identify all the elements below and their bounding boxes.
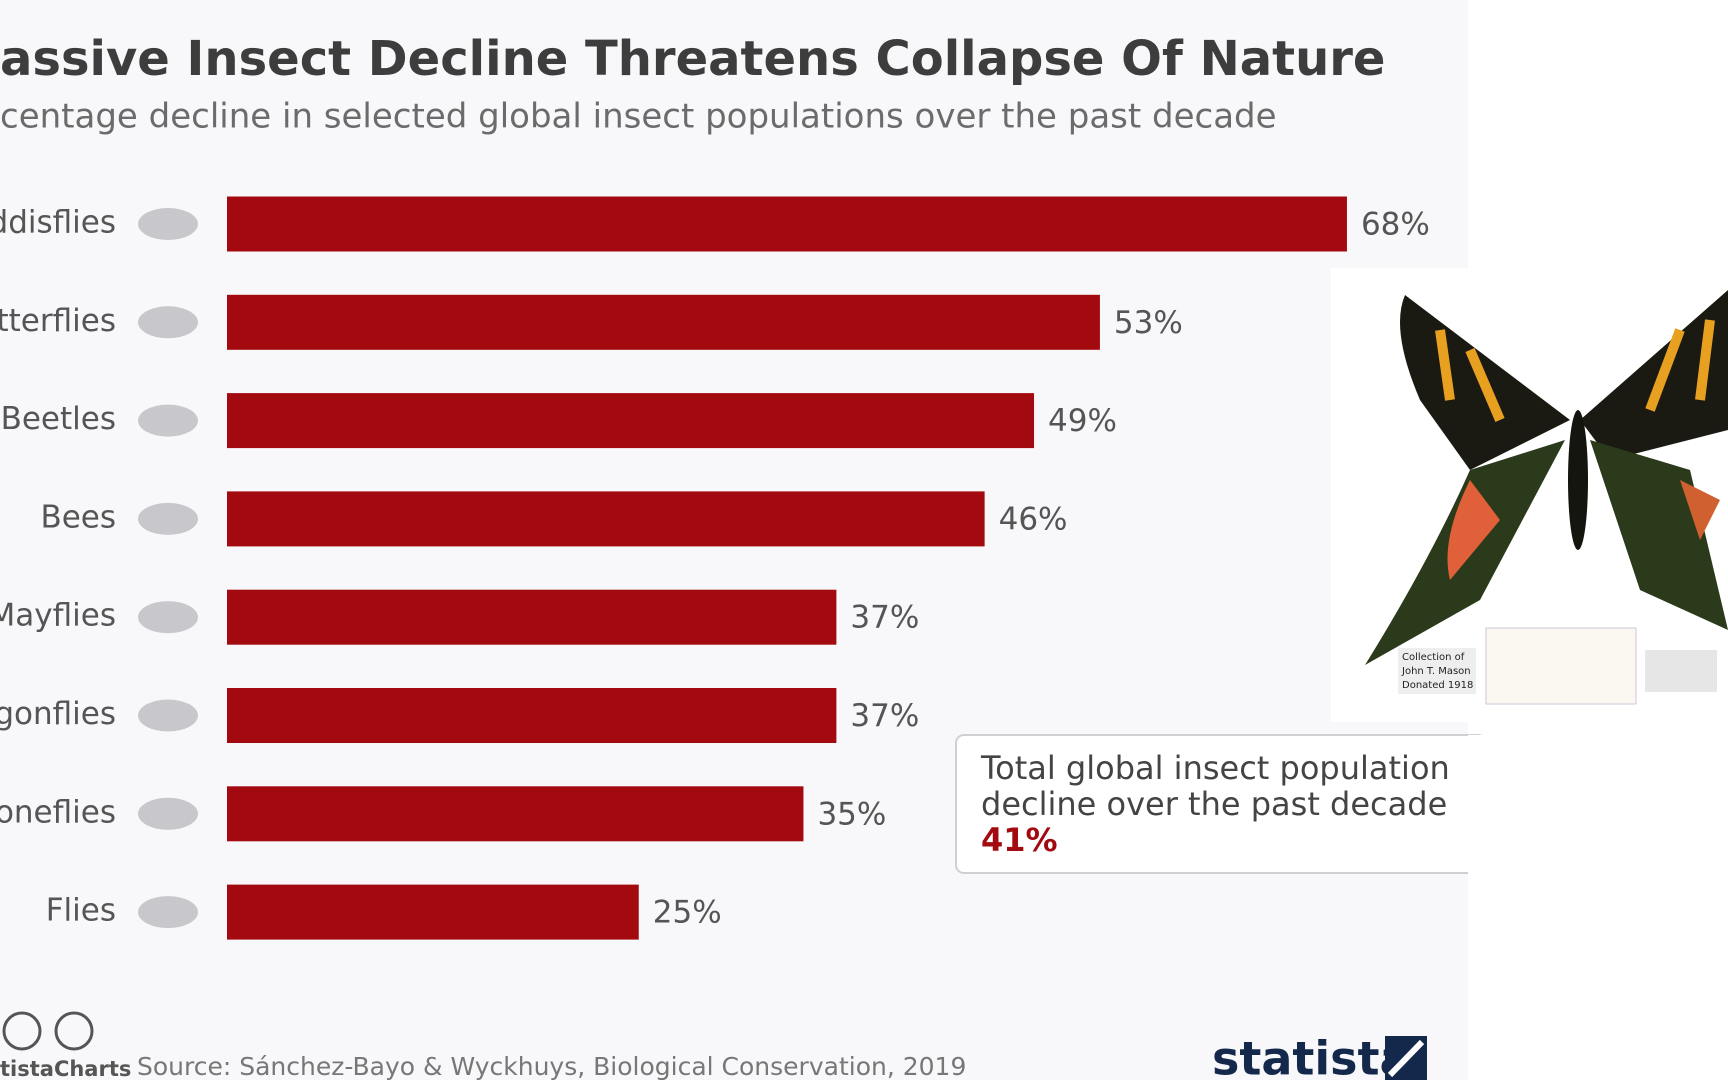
bar [227,884,639,940]
body [1568,410,1588,550]
value-label: 53% [1114,305,1183,341]
annotation-highlight: 41% [981,821,1058,859]
side-mask [1468,735,1488,875]
chart-subtitle: centage decline in selected global insec… [0,97,1277,137]
brand-left: tistaCharts [0,1057,131,1080]
wing-patch [1680,480,1720,540]
insect-icon [138,404,198,437]
chart-title: assive Insect Decline Threatens Collapse… [0,31,1385,87]
photo-label: Donated 1918 [1402,680,1473,691]
insect-icon [138,896,198,929]
photo-label: Collection of [1402,652,1465,663]
label-card [1398,648,1476,694]
category-label: Bees [40,499,116,535]
label-card [1645,650,1717,692]
annotation-box: Total global insect population decline o… [955,734,1487,874]
value-label: 35% [817,796,886,832]
insect-icon [138,699,198,732]
wing-stripe [1435,329,1505,422]
category-label: Mayflies [0,598,116,634]
bar [227,491,985,547]
bar [227,393,1035,449]
category-label: tterflies [0,303,116,339]
insect-icon [138,797,198,830]
wing-patch [1447,480,1500,580]
wing-stripe [1645,319,1715,412]
value-label: 37% [850,698,919,734]
bar [227,688,837,743]
bar [227,786,804,842]
insect-icon [138,601,198,634]
category-label: gonflies [0,696,116,732]
wing [1580,290,1728,460]
category-label: ddisflies [0,205,116,241]
cc-icon [2,1011,42,1051]
footer: tistaCharts Source: Sánchez-Bayo & Wyckh… [0,1011,1427,1080]
annotation-line: decline over the past decade [981,785,1447,823]
insect-icon [138,502,198,535]
value-label: 37% [850,600,919,636]
insect-icon [138,306,198,339]
value-label: 68% [1361,207,1430,243]
source: Source: Sánchez-Bayo & Wyckhuys, Biologi… [137,1052,966,1080]
cc-icon [54,1011,94,1051]
bar [227,294,1100,350]
butterfly-photo: Collection of John T. Mason Donated 1918 [1331,268,1728,722]
value-label: 46% [999,501,1068,537]
category-label: Flies [46,893,116,929]
insect-icon [138,208,198,240]
value-label: 25% [653,895,722,931]
bar [227,196,1347,252]
brand-right: statista [1212,1032,1411,1080]
brand-logo-mark [1387,1039,1425,1078]
category-label: oneflies [0,794,116,830]
photo-label: John T. Mason [1401,666,1471,677]
annotation-line: Total global insect population [980,749,1450,787]
value-label: 49% [1048,403,1117,439]
label-card [1485,627,1637,705]
bar [227,589,837,645]
category-label: Beetles [1,401,116,437]
